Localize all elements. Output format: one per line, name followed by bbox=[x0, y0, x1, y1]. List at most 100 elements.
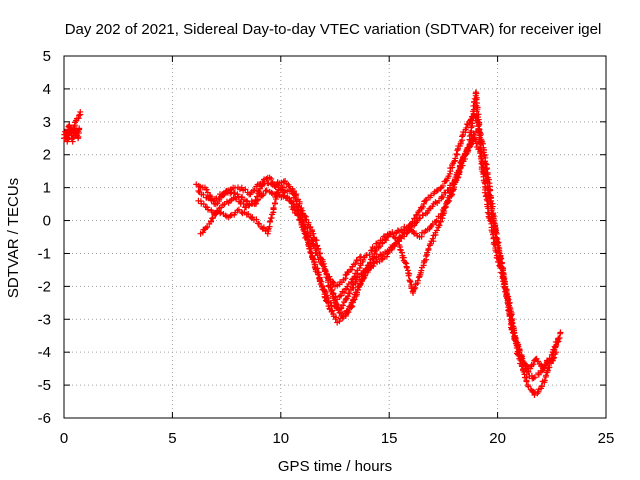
data-point bbox=[403, 264, 410, 271]
data-point bbox=[505, 296, 512, 303]
y-tick-label: 2 bbox=[43, 147, 51, 164]
y-tick-label: -3 bbox=[38, 311, 51, 328]
data-point bbox=[472, 128, 479, 135]
data-point bbox=[412, 220, 419, 227]
data-point bbox=[323, 270, 330, 277]
data-point bbox=[256, 189, 263, 196]
data-point bbox=[362, 266, 369, 273]
data-point bbox=[253, 193, 260, 200]
data-point bbox=[427, 224, 434, 231]
data-point bbox=[339, 315, 346, 322]
data-point bbox=[547, 358, 554, 365]
data-point bbox=[512, 335, 519, 342]
data-point bbox=[484, 209, 491, 216]
data-point bbox=[429, 235, 436, 242]
data-point bbox=[280, 184, 287, 191]
data-point bbox=[329, 278, 336, 285]
data-point bbox=[358, 271, 365, 278]
data-point bbox=[422, 197, 429, 204]
data-point bbox=[402, 259, 409, 266]
data-point bbox=[411, 286, 418, 293]
data-point bbox=[530, 361, 537, 368]
series-pass-b bbox=[62, 122, 83, 145]
data-point bbox=[352, 260, 359, 267]
data-point bbox=[479, 168, 486, 175]
data-point bbox=[66, 122, 73, 129]
data-point bbox=[271, 200, 278, 207]
data-point bbox=[420, 211, 427, 218]
data-point bbox=[311, 258, 318, 265]
data-point bbox=[227, 212, 234, 219]
data-point bbox=[354, 287, 361, 294]
data-point bbox=[439, 182, 446, 189]
series-pass-g bbox=[195, 178, 365, 290]
data-point bbox=[339, 302, 346, 309]
data-point bbox=[253, 200, 260, 207]
data-point bbox=[242, 186, 249, 193]
data-point bbox=[481, 189, 488, 196]
data-point bbox=[498, 255, 505, 262]
data-point bbox=[315, 271, 322, 278]
data-point bbox=[508, 311, 515, 318]
data-point bbox=[544, 367, 551, 374]
data-point bbox=[318, 260, 325, 267]
data-point bbox=[523, 378, 530, 385]
data-point bbox=[516, 347, 523, 354]
y-tick-label: 5 bbox=[43, 48, 51, 65]
data-point bbox=[493, 248, 500, 255]
y-tick-label: -1 bbox=[38, 245, 51, 262]
data-point bbox=[204, 223, 211, 230]
data-point bbox=[268, 215, 275, 222]
data-point bbox=[318, 255, 325, 262]
data-point bbox=[371, 245, 378, 252]
data-point bbox=[273, 190, 280, 197]
data-point bbox=[314, 252, 321, 259]
chart-title: Day 202 of 2021, Sidereal Day-to-day VTE… bbox=[65, 21, 602, 38]
x-tick-label: 0 bbox=[60, 430, 68, 447]
y-tick-label: -4 bbox=[38, 344, 51, 361]
data-point bbox=[217, 210, 224, 217]
data-point bbox=[358, 253, 365, 260]
data-point bbox=[332, 316, 339, 323]
data-point bbox=[538, 382, 545, 389]
data-point bbox=[422, 253, 429, 260]
data-point bbox=[454, 147, 461, 154]
x-tick-label: 25 bbox=[598, 430, 615, 447]
data-point bbox=[297, 207, 304, 214]
data-point bbox=[307, 232, 314, 239]
data-point bbox=[270, 204, 277, 211]
data-point bbox=[254, 196, 261, 203]
data-point bbox=[221, 191, 228, 198]
data-point bbox=[405, 272, 412, 279]
data-point bbox=[509, 319, 516, 326]
data-point bbox=[394, 227, 401, 234]
data-point bbox=[459, 133, 466, 140]
data-point bbox=[341, 289, 348, 296]
data-point bbox=[426, 205, 433, 212]
data-point bbox=[507, 312, 514, 319]
data-point bbox=[476, 129, 483, 136]
data-point bbox=[363, 265, 370, 272]
data-point bbox=[471, 132, 478, 139]
data-point bbox=[469, 137, 476, 144]
data-point bbox=[511, 329, 518, 336]
data-point bbox=[419, 203, 426, 210]
data-points bbox=[61, 89, 564, 398]
data-point bbox=[325, 283, 332, 290]
data-point bbox=[251, 187, 258, 194]
x-tick-labels: 0 5 10 15 20 25 bbox=[60, 430, 615, 447]
data-point bbox=[344, 283, 351, 290]
data-point bbox=[319, 262, 326, 269]
y-tick-label: -5 bbox=[38, 377, 51, 394]
data-point bbox=[541, 377, 548, 384]
x-tick-label: 5 bbox=[168, 430, 176, 447]
data-point bbox=[490, 235, 497, 242]
y-tick-label: -6 bbox=[38, 410, 51, 427]
data-point bbox=[546, 364, 553, 371]
data-point bbox=[427, 240, 434, 247]
y-tick-label: -2 bbox=[38, 278, 51, 295]
data-point bbox=[442, 203, 449, 210]
data-point bbox=[395, 238, 402, 245]
data-point bbox=[349, 303, 356, 310]
data-point bbox=[453, 151, 460, 158]
